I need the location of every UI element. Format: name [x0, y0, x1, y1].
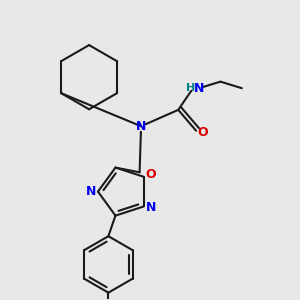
Text: O: O: [197, 126, 208, 139]
Text: O: O: [145, 168, 155, 181]
Text: H: H: [186, 83, 195, 93]
Text: N: N: [136, 120, 146, 133]
Text: N: N: [194, 82, 204, 95]
Text: N: N: [146, 201, 156, 214]
Text: N: N: [86, 184, 96, 197]
